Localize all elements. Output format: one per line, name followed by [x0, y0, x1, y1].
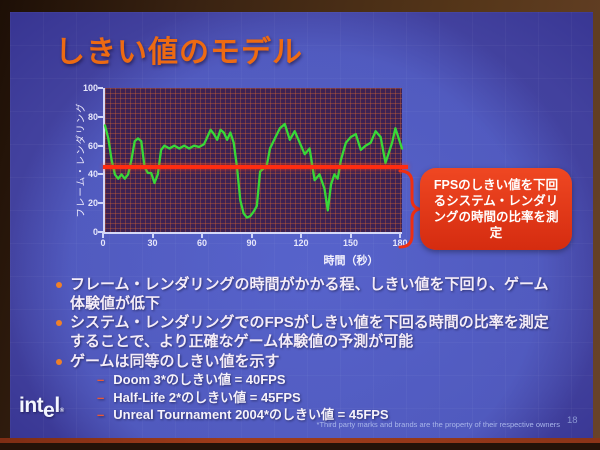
dash-icon: – [97, 407, 105, 422]
x-tick-label: 150 [342, 238, 359, 248]
x-tick-label: 90 [246, 238, 257, 248]
x-tick-label: 30 [147, 238, 158, 248]
chart-plot-area [103, 88, 404, 234]
sub-bullet-text: Doom 3*のしきい値 = 40FPS [113, 372, 286, 387]
y-tick-label: 80 [87, 111, 98, 122]
x-tick-mark [300, 233, 302, 238]
x-tick-label: 120 [293, 238, 309, 248]
fps-line-series [103, 122, 404, 219]
brace-icon [398, 169, 420, 249]
x-tick-mark [250, 233, 253, 238]
page-number: 18 [567, 415, 578, 426]
bullet-item-1: フレーム・レンダリングの時間がかかる程、しきい値を下回り、ゲーム体験値が低下 [55, 275, 560, 313]
bullet-text: システム・レンダリングでのFPSがしきい値を下回る時間の比率を測定することで、よ… [70, 314, 549, 350]
threshold-line [103, 165, 408, 170]
bullet-icon [56, 282, 62, 288]
logo-text: int [19, 394, 44, 417]
screen-edge-shadow [0, 443, 600, 450]
sub-bullet-doom3: – Doom 3*のしきい値 = 40FPS [97, 372, 557, 388]
logo-text: l [54, 394, 60, 417]
logo-dropped-e: e [43, 399, 55, 422]
intel-logo: intel® [19, 394, 64, 422]
x-tick-mark [201, 233, 203, 238]
screen-edge-line [0, 438, 600, 443]
bullet-icon [56, 320, 62, 326]
y-tick-label: 100 [82, 83, 98, 93]
slide: しきい値のモデル フレーム・レンダリング 0 20 40 60 80 100 0 30 60 9… [10, 12, 593, 438]
dash-icon: – [97, 372, 105, 387]
x-tick-mark [102, 233, 104, 238]
x-axis-title: 時間（秒） [323, 255, 379, 267]
dash-icon: – [97, 390, 105, 405]
y-tick-mark [98, 231, 103, 233]
y-tick-label: 60 [87, 140, 98, 151]
sub-bullet-text: Unreal Tournament 2004*のしきい値 = 45FPS [113, 407, 389, 422]
sub-bullet-halflife2: – Half-Life 2*のしきい値 = 45FPS [97, 390, 557, 406]
footnote: *Third party marks and brands are the pr… [316, 420, 560, 429]
x-tick-mark [399, 233, 401, 238]
y-tick-mark [98, 115, 103, 118]
sub-bullet-ut2004: – Unreal Tournament 2004*のしきい値 = 45FPS [97, 407, 557, 423]
y-tick-mark [98, 87, 103, 89]
callout-text: FPSのしきい値を下回るシステム・レンダリングの時間の比率を測定 [433, 178, 559, 240]
x-tick-label: 0 [100, 238, 106, 248]
bullet-text: フレーム・レンダリングの時間がかかる程、しきい値を下回り、ゲーム体験値が低下 [70, 276, 549, 312]
y-tick-label: 0 [92, 227, 98, 237]
x-tick-label: 180 [392, 238, 408, 248]
bullet-item-2: システム・レンダリングでのFPSがしきい値を下回る時間の比率を測定することで、よ… [55, 313, 560, 351]
x-tick-mark [151, 233, 154, 238]
registered-mark-icon: ® [59, 408, 64, 414]
y-tick-mark [98, 202, 103, 205]
y-tick-label: 20 [87, 198, 98, 209]
x-tick-label: 60 [196, 238, 208, 248]
x-tick-mark [349, 233, 352, 238]
sub-bullet-text: Half-Life 2*のしきい値 = 45FPS [113, 390, 301, 405]
bullet-icon [56, 359, 62, 365]
y-tick-mark [98, 144, 103, 147]
y-tick-label: 40 [87, 169, 98, 180]
callout-box: FPSのしきい値を下回るシステム・レンダリングの時間の比率を測定 [420, 168, 572, 250]
y-tick-mark [98, 173, 103, 176]
bullet-text: ゲームは同等のしきい値を示す [70, 353, 280, 370]
slide-title: しきい値のモデル [55, 36, 303, 69]
bullet-item-3: ゲームは同等のしきい値を示す [55, 352, 560, 371]
